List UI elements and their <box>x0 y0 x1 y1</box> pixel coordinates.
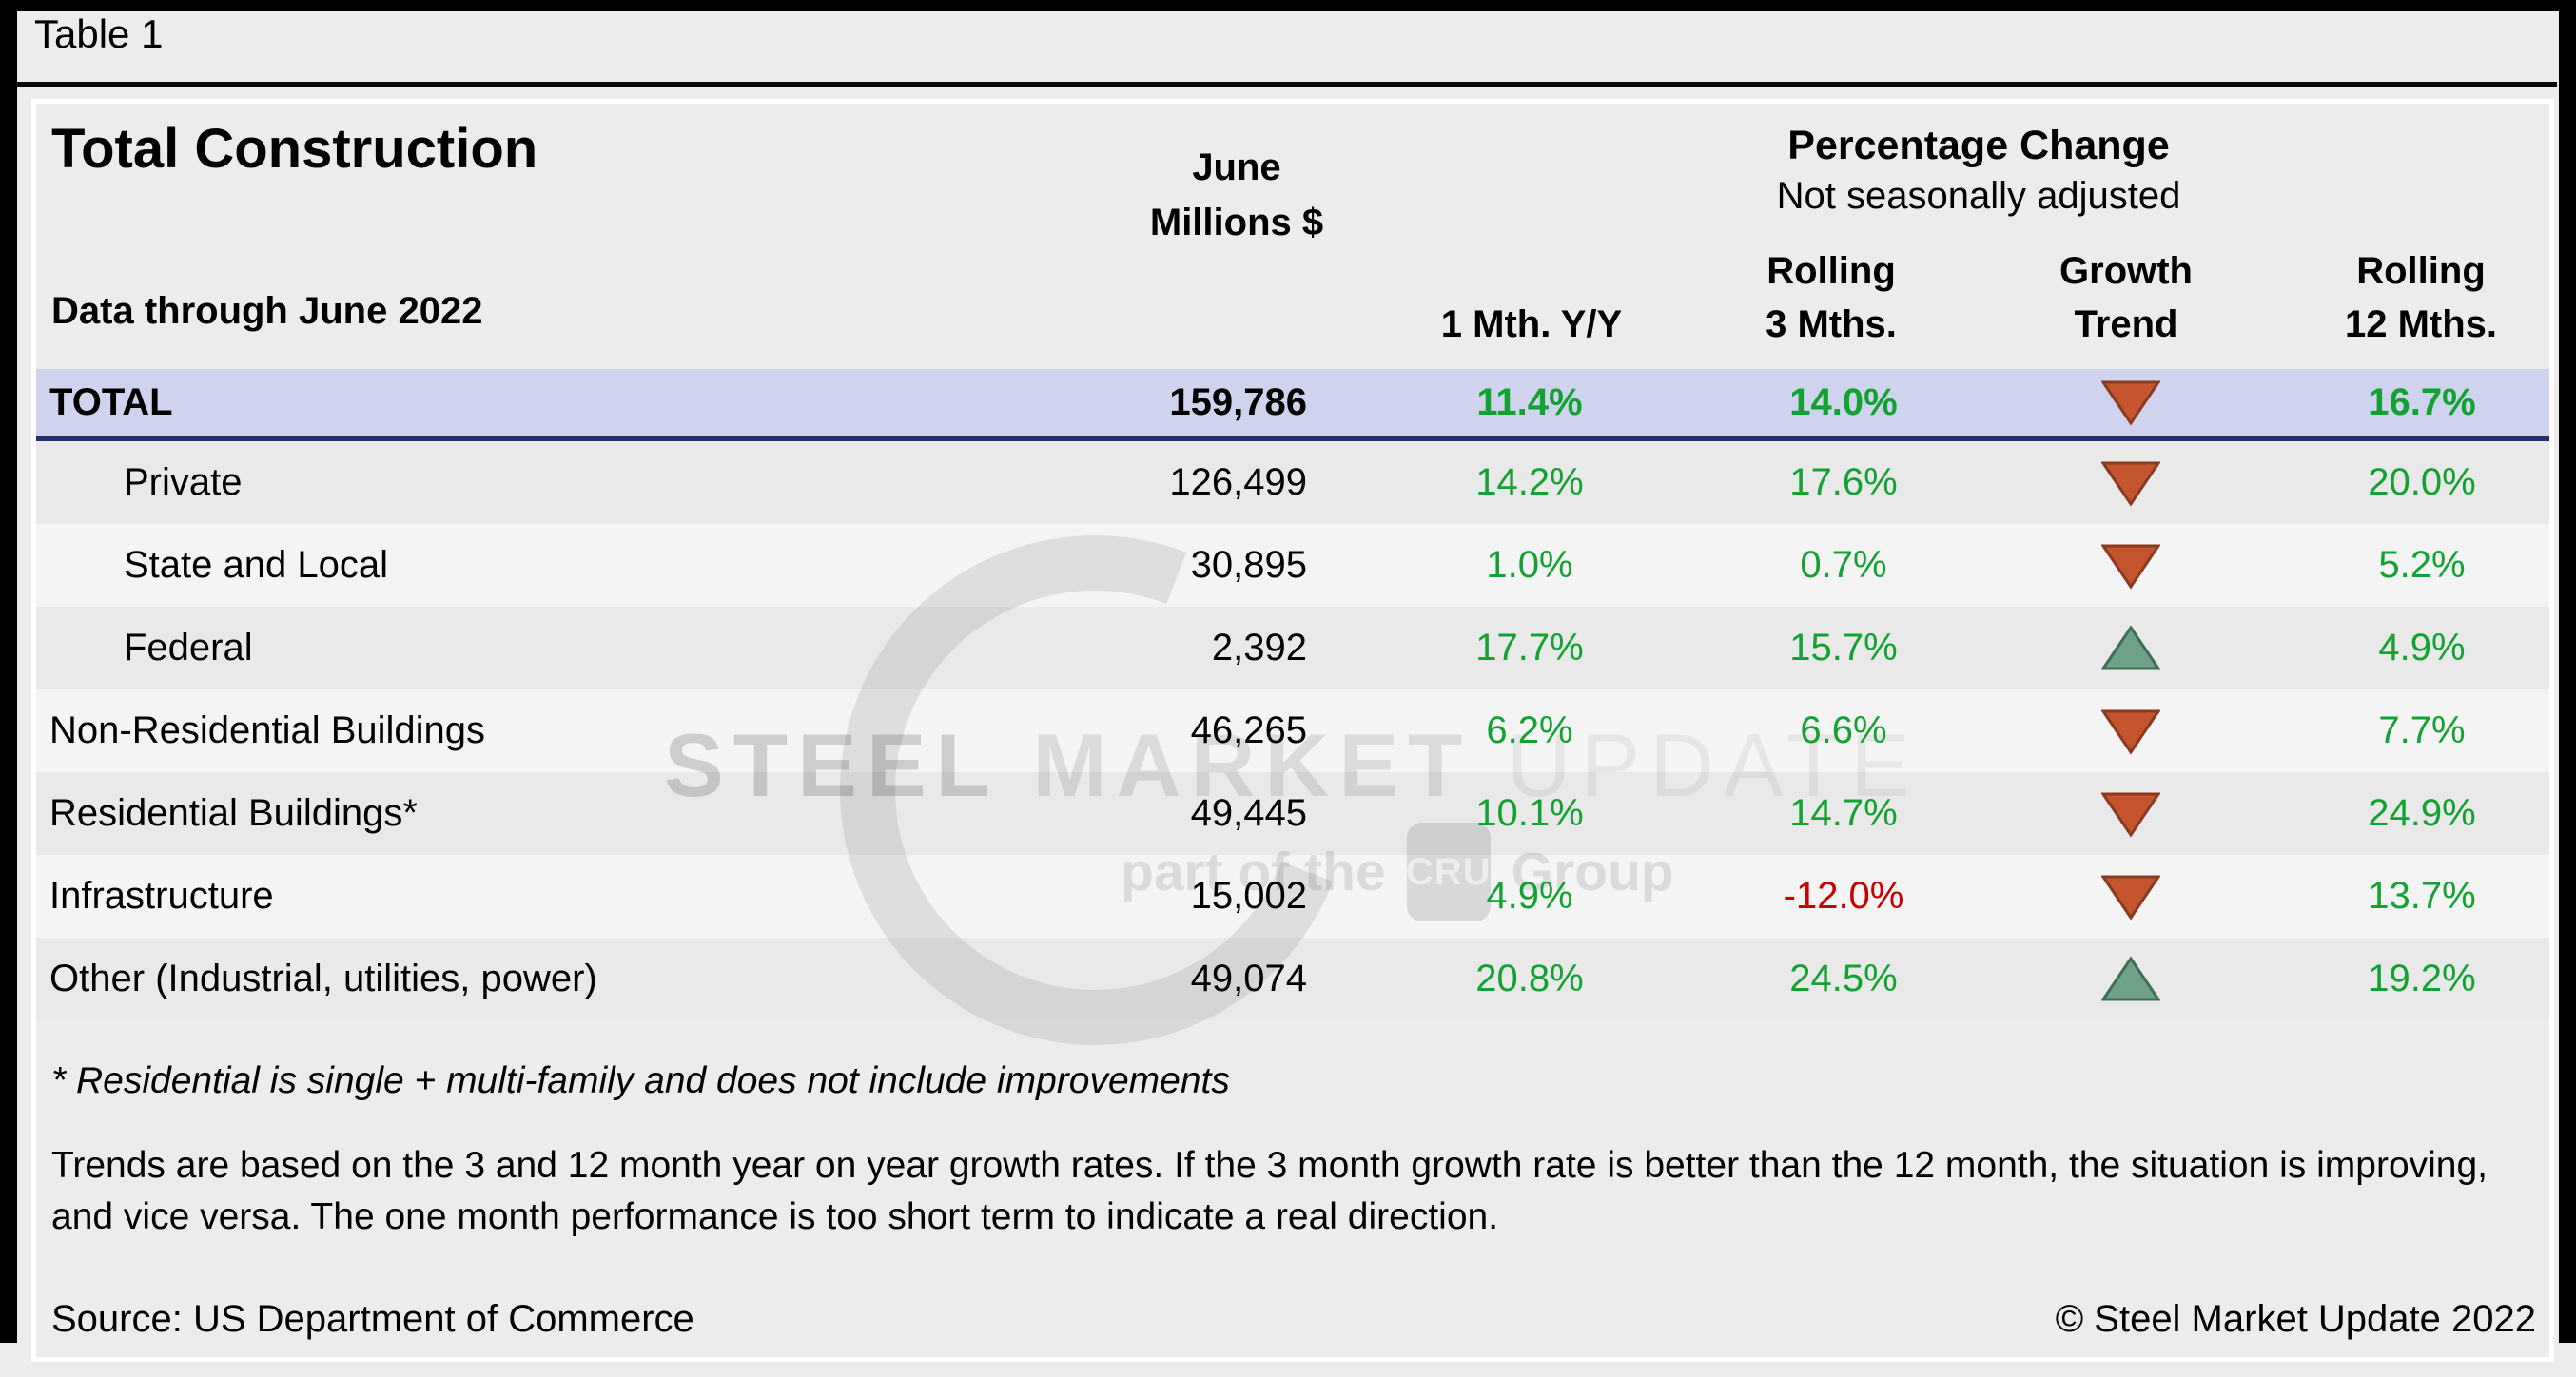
page-title: Total Construction <box>51 118 538 180</box>
column-header-1mth: 1 Mth. Y/Y <box>1440 303 1623 345</box>
source-label: Source: US Department of Commerce <box>51 1298 694 1340</box>
table-number-label: Table 1 <box>34 11 164 56</box>
row-rolling12-value: 19.2% <box>2368 958 2476 999</box>
construction-table: STEEL MARKET UPDATE part of the CRU Grou… <box>31 99 2554 1362</box>
row-1mth-value: 14.2% <box>1475 461 1584 503</box>
trend-down-icon <box>1967 541 2294 591</box>
column-header-rolling-3mths: Rolling 3 Mths. <box>1766 250 1897 345</box>
trend-down-icon <box>1967 707 2294 756</box>
trend-down-icon <box>1967 872 2294 921</box>
row-millions-value: 49,074 <box>1190 958 1307 999</box>
top-divider <box>17 82 2557 87</box>
copyright-label: © Steel Market Update 2022 <box>2055 1298 2536 1340</box>
trend-down-icon <box>1967 458 2294 508</box>
row-millions-value: 30,895 <box>1190 544 1307 586</box>
row-rolling3-value: 15.7% <box>1789 627 1898 669</box>
row-rolling3-value: 14.7% <box>1789 792 1898 834</box>
table-row: Non-Residential Buildings 46,265 6.2% 6.… <box>36 689 2549 772</box>
row-millions-value: 2,392 <box>1211 627 1307 669</box>
row-1mth-value: 20.8% <box>1475 958 1584 999</box>
row-1mth-value: 11.4% <box>1476 380 1583 423</box>
trend-down-icon <box>1967 789 2294 839</box>
row-label: Private <box>124 461 243 503</box>
trends-explanation: Trends are based on the 3 and 12 month y… <box>51 1145 2488 1237</box>
column-header-june-millions: June Millions $ <box>1149 146 1324 243</box>
row-label: TOTAL <box>49 380 173 423</box>
row-rolling12-value: 24.9% <box>2368 792 2476 834</box>
row-1mth-value: 17.7% <box>1475 627 1584 669</box>
row-rolling3-value: -12.0% <box>1783 875 1904 917</box>
row-rolling12-value: 13.7% <box>2368 875 2476 917</box>
table-row: Infrastructure 15,002 4.9% -12.0% 13.7% <box>36 855 2549 938</box>
trend-up-icon <box>1967 624 2294 673</box>
source-line: Source: US Department of Commerce © Stee… <box>51 1298 2536 1341</box>
table-row: Residential Buildings* 49,445 10.1% 14.7… <box>36 772 2549 855</box>
residential-footnote: * Residential is single + multi-family a… <box>51 1060 1230 1101</box>
table-row-total: TOTAL 159,786 11.4% 14.0% 16.7% <box>36 369 2549 441</box>
row-label: Other (Industrial, utilities, power) <box>49 958 597 999</box>
row-1mth-value: 6.2% <box>1486 709 1573 751</box>
row-rolling3-value: 24.5% <box>1789 958 1898 999</box>
row-rolling3-value: 0.7% <box>1800 544 1887 586</box>
row-rolling12-value: 20.0% <box>2368 461 2476 503</box>
row-label: State and Local <box>124 544 388 586</box>
frame-left <box>0 0 17 1343</box>
row-millions-value: 126,499 <box>1169 461 1307 503</box>
table-row: Other (Industrial, utilities, power) 49,… <box>36 938 2549 1020</box>
row-rolling12-value: 4.9% <box>2378 627 2466 669</box>
column-header-growth-trend: Growth Trend <box>2059 250 2193 345</box>
row-millions-value: 15,002 <box>1190 875 1307 917</box>
row-1mth-value: 1.0% <box>1486 544 1573 586</box>
row-millions-value: 49,445 <box>1190 792 1307 834</box>
table-row: Federal 2,392 17.7% 15.7% 4.9% <box>36 607 2549 689</box>
table-rows: TOTAL 159,786 11.4% 14.0% 16.7% Private … <box>36 369 2549 1020</box>
row-rolling12-value: 7.7% <box>2378 709 2466 751</box>
row-label: Residential Buildings* <box>49 792 418 834</box>
table-row: Private 126,499 14.2% 17.6% 20.0% <box>36 441 2549 524</box>
row-millions-value: 46,265 <box>1190 709 1307 751</box>
row-label: Non-Residential Buildings <box>49 709 486 751</box>
row-label: Infrastructure <box>49 875 274 917</box>
data-through-label: Data through June 2022 <box>51 290 483 332</box>
row-rolling3-value: 6.6% <box>1800 709 1887 751</box>
frame-right <box>2559 0 2576 1343</box>
row-rolling3-value: 14.0% <box>1789 380 1898 423</box>
row-millions-value: 159,786 <box>1169 380 1307 423</box>
row-rolling12-value: 5.2% <box>2378 544 2466 586</box>
trend-down-icon <box>1967 378 2294 427</box>
frame-top <box>0 0 2576 11</box>
row-1mth-value: 4.9% <box>1486 875 1573 917</box>
row-label: Federal <box>124 627 253 669</box>
table-row: State and Local 30,895 1.0% 0.7% 5.2% <box>36 524 2549 607</box>
row-1mth-value: 10.1% <box>1475 792 1584 834</box>
column-header-rolling-12mths: Rolling 12 Mths. <box>2344 250 2498 345</box>
percentage-change-header: Percentage Change Not seasonally adjuste… <box>1776 123 2181 217</box>
trend-up-icon <box>1967 955 2294 1004</box>
row-rolling3-value: 17.6% <box>1789 461 1898 503</box>
row-rolling12-value: 16.7% <box>2368 380 2476 423</box>
